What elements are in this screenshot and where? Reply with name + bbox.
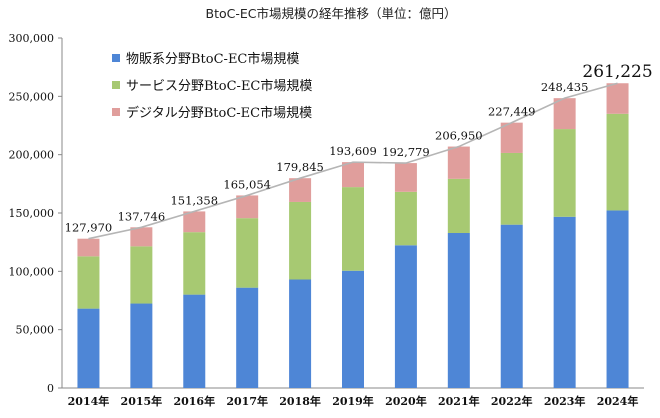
bar-segment-1 <box>500 224 523 388</box>
legend-label-1: 物販系分野BtoC-EC市場規模 <box>126 51 299 67</box>
total-data-label: 165,054 <box>223 177 271 191</box>
y-tick-label: 250,000 <box>9 90 55 103</box>
x-tick-label: 2023年 <box>544 394 586 408</box>
x-tick-label: 2022年 <box>491 394 533 408</box>
x-tick-label: 2020年 <box>385 394 427 408</box>
total-data-label: 193,609 <box>329 144 377 158</box>
bar-segment-3 <box>394 163 417 192</box>
bar-segment-1 <box>130 303 153 388</box>
bar-segment-2 <box>77 256 100 309</box>
y-tick-label: 200,000 <box>9 149 55 162</box>
bar-segment-3 <box>500 122 523 153</box>
total-trend-line <box>88 82 618 240</box>
bar-segment-1 <box>77 308 100 388</box>
total-data-label: 261,225 <box>582 62 652 82</box>
bar-segment-2 <box>236 218 259 288</box>
total-data-label: 179,845 <box>276 160 324 174</box>
total-data-label: 151,358 <box>170 193 218 207</box>
bar-segment-3 <box>236 195 259 219</box>
legend-swatch-2 <box>112 81 120 89</box>
y-tick-label: 150,000 <box>9 207 55 220</box>
x-tick-label: 2015年 <box>121 394 163 408</box>
bar-segment-3 <box>183 211 206 233</box>
chart-title: BtoC-EC市場規模の経年推移（単位：億円） <box>206 6 457 21</box>
x-tick-label: 2016年 <box>173 394 215 408</box>
x-tick-label: 2019年 <box>332 394 374 408</box>
bar-segment-3 <box>77 238 100 257</box>
legend-swatch-3 <box>112 108 120 116</box>
bar-segment-2 <box>553 129 576 217</box>
bar-segment-2 <box>394 191 417 246</box>
bar-segment-1 <box>553 216 576 388</box>
x-tick-label: 2021年 <box>438 394 480 408</box>
total-data-label: 137,746 <box>118 209 166 223</box>
x-tick-label: 2018年 <box>279 394 321 408</box>
bar-segment-1 <box>342 270 364 388</box>
bar-segment-2 <box>342 187 364 271</box>
bar-segment-2 <box>183 232 206 295</box>
bar-segment-3 <box>130 227 153 247</box>
bar-segment-3 <box>342 162 364 188</box>
total-data-label: 192,779 <box>382 145 430 159</box>
bar-segment-3 <box>553 98 576 130</box>
bar-segment-3 <box>289 178 312 202</box>
bar-segment-1 <box>606 210 629 388</box>
x-tick-label: 2024年 <box>597 394 639 408</box>
y-tick-label: 50,000 <box>16 324 55 337</box>
bar-segment-1 <box>394 245 417 388</box>
bar-segment-3 <box>606 83 629 114</box>
bar-segment-1 <box>183 294 206 388</box>
x-tick-label: 2017年 <box>226 394 268 408</box>
bar-segment-1 <box>447 232 470 388</box>
legend-swatch-1 <box>112 54 120 62</box>
total-data-label: 248,435 <box>541 80 589 94</box>
y-tick-label: 300,000 <box>9 32 55 45</box>
y-tick-label: 0 <box>47 382 54 395</box>
bar-segment-1 <box>289 279 312 388</box>
bar-segment-2 <box>289 201 312 280</box>
bar-segment-2 <box>606 113 629 211</box>
total-data-label: 206,950 <box>435 129 483 143</box>
x-tick-label: 2014年 <box>68 394 110 408</box>
legend-label-3: デジタル分野BtoC-EC市場規模 <box>126 105 312 121</box>
y-tick-label: 100,000 <box>9 265 55 278</box>
total-data-label: 227,449 <box>488 105 536 119</box>
legend-label-2: サービス分野BtoC-EC市場規模 <box>126 78 312 94</box>
bar-segment-2 <box>500 152 523 225</box>
legend: 物販系分野BtoC-EC市場規模サービス分野BtoC-EC市場規模デジタル分野B… <box>112 51 312 121</box>
bar-segment-1 <box>236 287 259 388</box>
plot-area: 0 50,000 100,000 150,000 200,000 250,000 300,0… <box>9 32 653 408</box>
bar-segment-2 <box>447 178 470 233</box>
total-data-label: 127,970 <box>65 221 113 235</box>
bar-segment-3 <box>447 146 470 179</box>
bar-segment-2 <box>130 246 153 304</box>
